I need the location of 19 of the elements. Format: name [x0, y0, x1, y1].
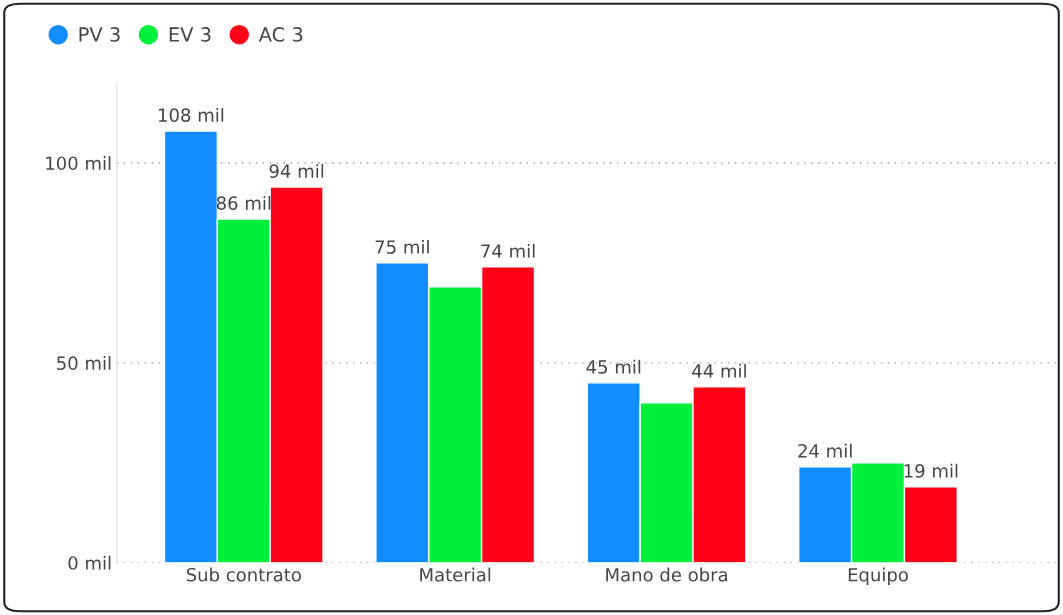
- data-label: 86 mil: [216, 195, 271, 210]
- data-label: 94 mil: [269, 163, 324, 178]
- legend-label: PV 3: [79, 27, 120, 42]
- data-label: 19 mil: [904, 463, 958, 478]
- y-tick-label: 0 mil: [68, 555, 111, 570]
- x-tick-label: Equipo: [848, 567, 908, 586]
- data-label: 45 mil: [586, 359, 641, 374]
- y-tick-label: 50 mil: [57, 355, 111, 370]
- y-tick-label: 100 mil: [46, 156, 111, 171]
- x-tick-label: Sub contrato: [186, 567, 301, 582]
- x-tick-label: Material: [420, 567, 491, 582]
- data-label: 44 mil: [692, 363, 746, 378]
- legend-label: AC 3: [258, 27, 303, 42]
- data-label: 24 mil: [798, 443, 852, 458]
- legend-label: EV 3: [169, 27, 211, 42]
- data-label: 74 mil: [481, 243, 535, 258]
- data-label: 75 mil: [375, 239, 429, 254]
- data-label: 108 mil: [158, 107, 224, 122]
- x-tick-label: Mano de obra: [606, 567, 728, 582]
